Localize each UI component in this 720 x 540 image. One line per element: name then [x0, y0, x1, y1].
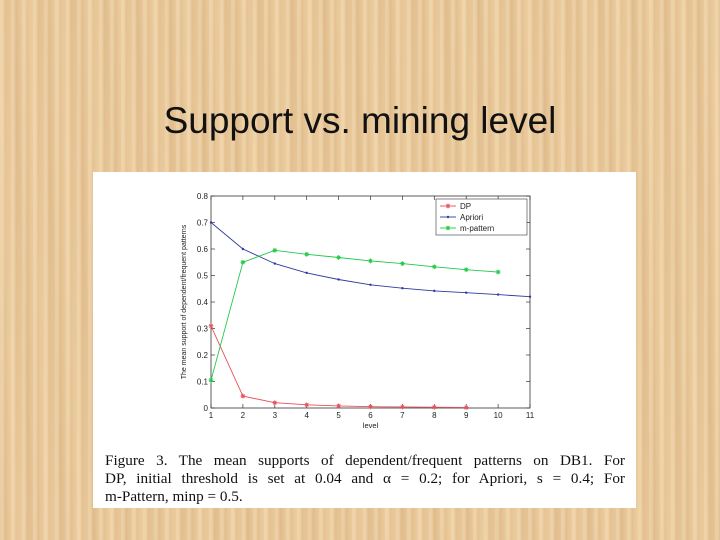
figure-panel: 0 0.1 0.2 0.3 0.4 0.5 0.6 0.7 0.8 1 2 3 4 5 6 7 8 9 10 11 le…: [93, 172, 636, 508]
y-tick-label: 0.3: [197, 325, 209, 334]
data-point: [528, 295, 532, 298]
x-tick-label: 1: [209, 411, 214, 420]
x-tick-label: 11: [526, 411, 535, 420]
slide-title: Support vs. mining level: [163, 100, 557, 141]
y-tick-label: 0: [204, 404, 209, 413]
y-tick-label: 0.6: [197, 245, 209, 254]
data-point: [240, 393, 246, 399]
data-point: [495, 269, 501, 275]
data-point: [272, 400, 278, 406]
y-tick-label: 0.4: [197, 298, 209, 307]
caption-line: DP, initial threshold is set at 0.04 and…: [105, 470, 625, 487]
data-point: [400, 404, 405, 410]
y-tick-label: 0.1: [197, 378, 209, 387]
series-dp: [208, 323, 469, 410]
x-tick-label: 5: [336, 411, 341, 420]
data-point: [336, 255, 341, 260]
legend-label: Apriori: [460, 213, 483, 222]
data-point: [208, 377, 214, 383]
legend-label: m-pattern: [460, 224, 494, 233]
data-point: [496, 293, 500, 296]
data-point: [241, 247, 245, 251]
data-point: [431, 404, 437, 410]
data-point: [446, 215, 450, 219]
data-point: [465, 291, 468, 294]
data-point: [431, 264, 437, 270]
y-tick-label: 0.8: [197, 192, 209, 201]
data-point: [208, 323, 214, 329]
line-chart: 0 0.1 0.2 0.3 0.4 0.5 0.6 0.7 0.8 1 2 3 4 5 6 7 8 9 10 11 le…: [181, 192, 535, 430]
legend: DP Apriori m-pattern: [435, 198, 528, 236]
series-apriori: [209, 221, 532, 298]
series-line: [210, 249, 499, 381]
data-point: [445, 225, 451, 231]
x-tick-label: 10: [494, 411, 503, 420]
y-tick-label: 0.7: [197, 219, 209, 228]
data-point: [445, 203, 451, 209]
data-point: [273, 262, 276, 265]
y-axis-label: The mean support of dependent/frequent p…: [181, 224, 188, 379]
data-point: [463, 405, 469, 410]
data-point: [336, 403, 341, 409]
x-tick-label: 6: [368, 411, 373, 420]
data-point: [304, 402, 310, 408]
series-m-pattern: [208, 247, 501, 383]
data-point: [337, 278, 340, 281]
caption-line: m-Pattern, minp = 0.5.: [105, 488, 243, 505]
x-tick-label: 7: [400, 411, 405, 420]
data-point: [240, 259, 246, 265]
x-tick-label: 3: [273, 411, 278, 420]
data-point: [369, 283, 372, 286]
data-point: [463, 267, 469, 273]
caption-line: Figure 3. The mean supports of dependent…: [105, 452, 625, 469]
y-tick-label: 0.5: [197, 272, 209, 281]
x-axis-label: level: [363, 421, 379, 430]
data-point: [272, 247, 278, 253]
legend-label: DP: [460, 202, 471, 211]
data-point: [368, 258, 373, 264]
data-point: [209, 221, 213, 224]
data-point: [368, 404, 373, 410]
data-point: [433, 289, 436, 293]
x-tick-label: 2: [241, 411, 246, 420]
x-tick-label: 4: [304, 411, 309, 420]
x-tick-label: 8: [432, 411, 437, 420]
x-tick-label: 9: [464, 411, 469, 420]
data-point: [400, 261, 405, 266]
y-tick-label: 0.2: [197, 351, 209, 360]
figure-caption: Figure 3. The mean supports of dependent…: [105, 452, 625, 506]
data-point: [305, 271, 308, 275]
data-point: [304, 251, 310, 257]
data-point: [401, 287, 404, 290]
